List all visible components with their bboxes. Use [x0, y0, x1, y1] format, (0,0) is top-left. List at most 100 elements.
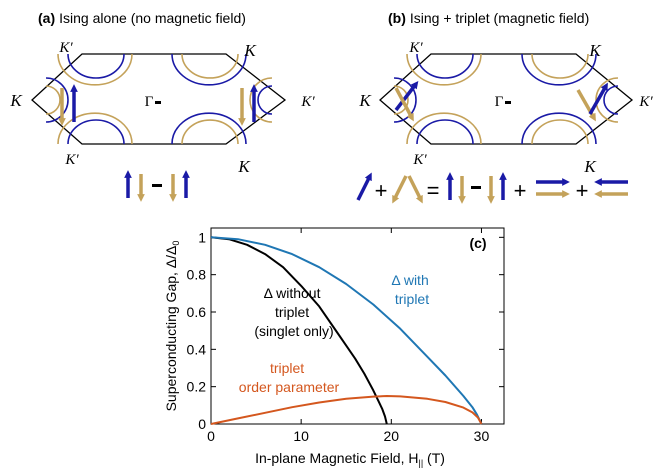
label-k: K	[588, 41, 602, 60]
annotation-line: Δ with	[391, 272, 428, 288]
label-gamma: Γ	[495, 94, 504, 110]
annotation-line: order parameter	[239, 379, 340, 395]
y-tick-label: 1	[198, 229, 206, 245]
gamma-marker	[505, 101, 511, 104]
y-tick-label: 0.2	[187, 379, 207, 395]
pocket-bottom-right-gold	[181, 119, 239, 145]
pocket-bottom-right-blue	[171, 112, 247, 145]
y-axis-ticks: 0 0.2 0.4 0.6 0.8 1	[187, 229, 504, 432]
annotation-line: triplet	[275, 304, 309, 320]
x-axis-label-subscript: ||	[418, 458, 423, 468]
y-tick-label: 0.4	[187, 341, 207, 357]
pocket-bottom-left-blue	[67, 119, 125, 145]
panel-a-title-text: Ising alone (no magnetic field)	[59, 10, 246, 26]
label-k: K	[358, 91, 372, 110]
pocket-top-right-blue	[171, 53, 247, 86]
label-k-prime: K′	[412, 152, 427, 168]
label-k-prime: K′	[408, 40, 423, 56]
x-axis-ticks: 0 10 20 30	[207, 228, 489, 444]
series-line-with-triplet	[210, 236, 483, 425]
equals-sign: =	[427, 178, 440, 203]
annotation-line: triplet	[395, 291, 429, 307]
annotation-line: Δ without	[264, 285, 321, 301]
x-tick-label: 10	[293, 428, 309, 444]
x-tick-label: 30	[474, 428, 490, 444]
panel-b-title: (b) Ising + triplet (magnetic field)	[388, 10, 589, 26]
pocket-right-blue	[257, 85, 273, 115]
y-axis-label-main: Superconducting Gap, Δ/Δ	[163, 246, 179, 412]
label-k: K	[243, 41, 257, 60]
pocket-bottom-left-blue	[416, 119, 474, 145]
gamma-marker	[155, 101, 161, 104]
spin-tilted-gold-arrow	[407, 175, 423, 204]
y-axis-label: Superconducting Gap, Δ/Δ0	[163, 241, 181, 412]
label-k: K	[583, 157, 597, 176]
spin-tilted-gold-arrow	[394, 87, 414, 122]
minus-sign	[152, 184, 162, 187]
panel-a-letter: (a)	[38, 10, 56, 26]
spin-tilted-blue-arrow	[588, 82, 608, 115]
label-k: K	[237, 157, 251, 176]
series-line-singlet	[210, 236, 388, 425]
label-k: K	[9, 91, 23, 110]
hexagon-outline	[379, 53, 634, 145]
spin-tilted-blue-arrow	[356, 172, 372, 201]
pocket-top-left-blue	[67, 53, 125, 79]
annotation-line: triplet	[270, 360, 304, 376]
chart-series	[210, 236, 483, 425]
x-tick-label: 0	[207, 428, 215, 444]
y-axis-label-subscript: 0	[171, 241, 181, 246]
annotation-with-triplet: Δ with triplet	[391, 272, 432, 307]
plus-sign: +	[375, 178, 388, 203]
pocket-left-gold	[45, 85, 61, 115]
pocket-left-gold	[393, 85, 409, 115]
panel-b-letter: (b)	[388, 10, 406, 26]
pocket-left-blue	[393, 77, 417, 123]
pocket-right-blue	[603, 85, 619, 115]
panel-b-brillouin-zone: K′ K K K′ K′ K Γ	[358, 40, 653, 176]
x-axis-label-unit: (T)	[423, 450, 445, 466]
pocket-top-right-gold	[181, 53, 239, 79]
label-gamma: Γ	[145, 94, 154, 110]
panel-b-title-text: Ising + triplet (magnetic field)	[409, 10, 590, 26]
pocket-right-gold	[249, 77, 273, 123]
pocket-bottom-left-gold	[406, 112, 482, 145]
x-axis-label-main: In-plane Magnetic Field, H	[255, 450, 418, 466]
spin-tilted-blue-arrow	[394, 80, 419, 112]
label-k-prime: K′	[58, 40, 73, 56]
pocket-top-left-gold	[406, 53, 482, 86]
minus-sign	[471, 186, 481, 189]
x-tick-label: 20	[384, 428, 400, 444]
pocket-bottom-right-gold	[531, 119, 589, 145]
pocket-left-blue	[45, 77, 69, 123]
y-tick-label: 0.6	[187, 304, 207, 320]
hexagon-outline	[31, 53, 287, 145]
pocket-top-left-gold	[57, 53, 133, 86]
panel-b-equation: + = + +	[356, 172, 628, 204]
panel-c-label: (c)	[469, 235, 486, 251]
plus-sign: +	[576, 178, 589, 203]
plot-frame	[210, 227, 505, 425]
series-line-triplet	[210, 395, 483, 425]
label-k-prime: K′	[64, 152, 79, 168]
pocket-bottom-right-blue	[521, 112, 597, 145]
panel-a-singlet-pair	[124, 170, 190, 202]
panel-a-title: (a) Ising alone (no magnetic field)	[38, 10, 246, 26]
annotation-singlet: Δ without triplet (singlet only)	[254, 285, 333, 339]
pocket-bottom-left-gold	[57, 112, 133, 145]
annotation-line: (singlet only)	[254, 323, 333, 339]
annotation-triplet: triplet order parameter	[239, 360, 340, 395]
gap-vs-field-chart: 0 0.2 0.4 0.6 0.8 1 0 10 20 30 (c) Δ without tri…	[163, 227, 505, 468]
x-axis-label: In-plane Magnetic Field, H|| (T)	[255, 450, 445, 468]
y-tick-label: 0	[198, 416, 206, 432]
label-k-prime: K′	[638, 94, 653, 110]
y-tick-label: 0.8	[187, 267, 207, 283]
plus-sign: +	[514, 178, 527, 203]
pocket-top-right-gold	[531, 53, 589, 79]
label-k-prime: K′	[300, 94, 315, 110]
spin-tilted-gold-arrow	[392, 175, 408, 204]
pocket-top-left-blue	[416, 53, 474, 79]
panel-a-brillouin-zone: K′ K K K′ K′ K Γ	[9, 40, 315, 176]
pocket-top-right-blue	[521, 53, 597, 86]
